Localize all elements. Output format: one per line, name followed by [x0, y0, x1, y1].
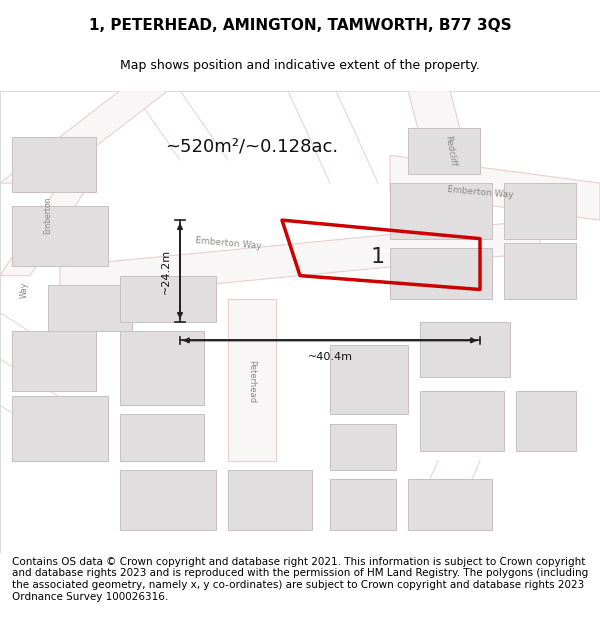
- Polygon shape: [120, 470, 216, 530]
- Text: Map shows position and indicative extent of the property.: Map shows position and indicative extent…: [120, 59, 480, 72]
- Text: Emberton Way: Emberton Way: [446, 185, 514, 200]
- Polygon shape: [420, 391, 504, 451]
- Polygon shape: [0, 183, 90, 276]
- Text: Emberton Way: Emberton Way: [194, 236, 262, 251]
- Polygon shape: [12, 206, 108, 266]
- Polygon shape: [390, 156, 600, 220]
- Text: ~520m²/~0.128ac.: ~520m²/~0.128ac.: [166, 137, 338, 155]
- Text: Way: Way: [19, 281, 29, 298]
- Polygon shape: [120, 414, 204, 461]
- Polygon shape: [504, 183, 576, 239]
- Polygon shape: [120, 276, 216, 322]
- Polygon shape: [330, 345, 408, 414]
- Polygon shape: [330, 479, 396, 530]
- Polygon shape: [228, 299, 276, 461]
- Text: ~24.2m: ~24.2m: [161, 248, 171, 294]
- Polygon shape: [60, 220, 540, 299]
- Polygon shape: [120, 331, 204, 405]
- Polygon shape: [390, 248, 492, 299]
- Text: ~40.4m: ~40.4m: [308, 352, 353, 362]
- Text: Peterhead: Peterhead: [248, 361, 257, 404]
- Polygon shape: [12, 137, 96, 192]
- Polygon shape: [12, 396, 108, 461]
- Polygon shape: [228, 470, 312, 530]
- Polygon shape: [420, 322, 510, 378]
- Text: 1: 1: [371, 247, 385, 267]
- Text: Contains OS data © Crown copyright and database right 2021. This information is : Contains OS data © Crown copyright and d…: [12, 557, 588, 601]
- Text: Redcliff: Redcliff: [443, 134, 457, 167]
- Polygon shape: [408, 127, 480, 174]
- Bar: [0, 91, 600, 553]
- Polygon shape: [390, 183, 492, 239]
- Polygon shape: [504, 243, 576, 299]
- Polygon shape: [408, 91, 480, 206]
- Text: 1, PETERHEAD, AMINGTON, TAMWORTH, B77 3QS: 1, PETERHEAD, AMINGTON, TAMWORTH, B77 3Q…: [89, 18, 511, 33]
- Text: Emberton: Emberton: [44, 197, 53, 234]
- Polygon shape: [516, 391, 576, 451]
- Polygon shape: [48, 285, 132, 331]
- Polygon shape: [12, 331, 96, 391]
- Polygon shape: [330, 424, 396, 470]
- Polygon shape: [408, 479, 492, 530]
- Polygon shape: [0, 91, 168, 183]
